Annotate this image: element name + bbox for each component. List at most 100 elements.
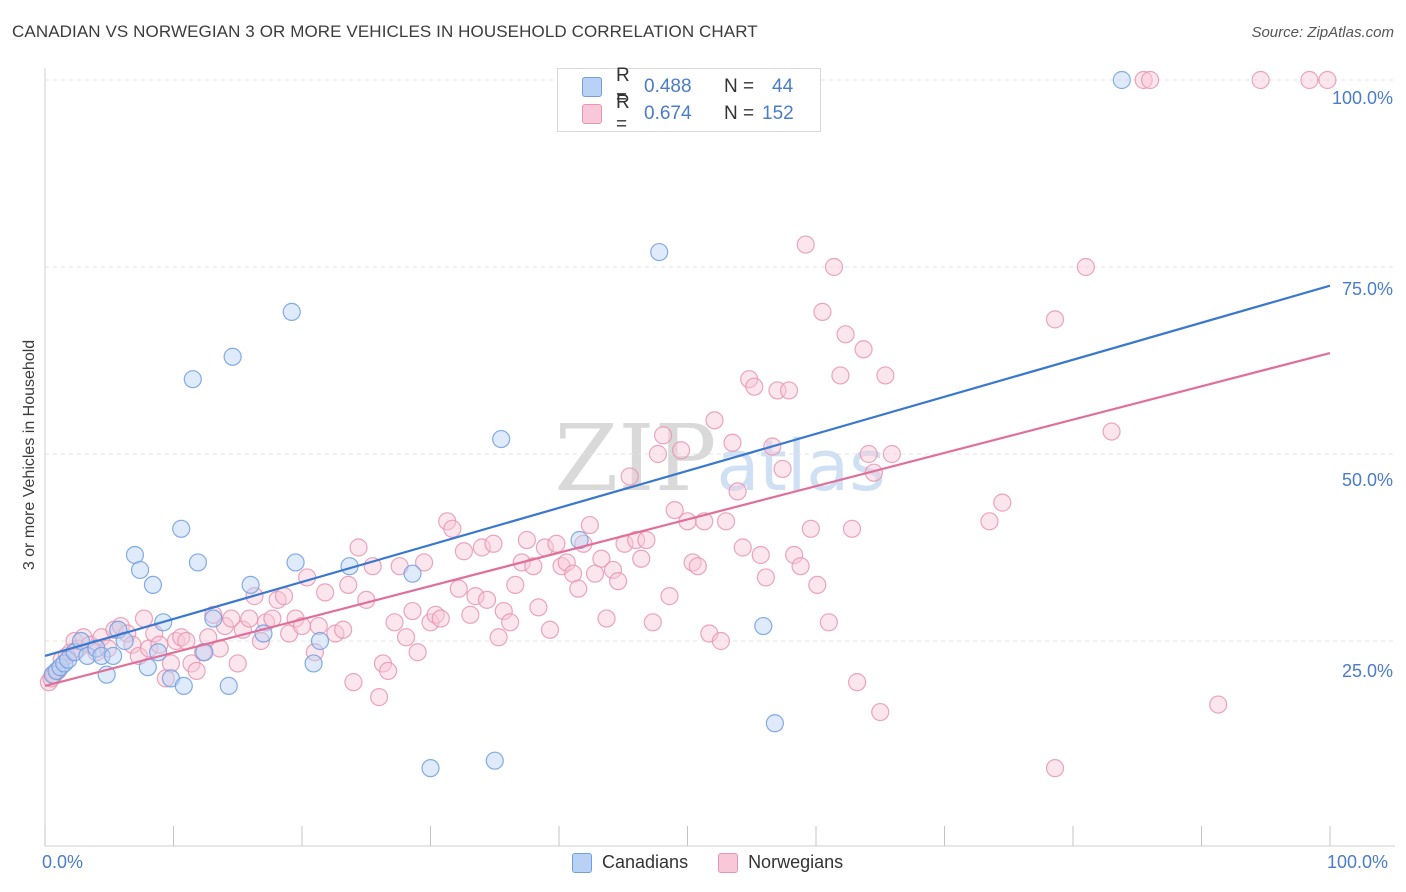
point-norwegians — [688, 557, 707, 576]
point-norwegians — [222, 609, 241, 628]
point-norwegians — [472, 538, 491, 557]
point-canadians — [485, 751, 504, 770]
point-norwegians — [187, 661, 206, 681]
legend-swatch-norwegians — [582, 104, 602, 124]
point-canadians — [650, 242, 669, 262]
point-canadians — [1112, 70, 1131, 90]
point-norwegians — [524, 557, 543, 576]
point-norwegians — [489, 628, 508, 647]
point-norwegians — [980, 512, 999, 531]
point-norwegians — [134, 609, 154, 628]
point-canadians — [286, 553, 305, 572]
point-norwegians — [808, 575, 827, 595]
point-norwegians — [824, 257, 844, 277]
point-norwegians — [756, 568, 775, 587]
point-norwegians — [801, 519, 820, 538]
point-norwegians — [773, 459, 792, 479]
point-norwegians — [751, 545, 770, 565]
point-norwegians — [597, 609, 616, 628]
point-canadians — [304, 654, 323, 673]
legend-swatch-canadians — [582, 77, 602, 97]
point-norwegians — [585, 564, 605, 583]
point-canadians — [172, 519, 191, 538]
point-canadians — [188, 553, 208, 572]
point-norwegians — [240, 609, 259, 628]
point-norwegians — [831, 366, 850, 385]
point-norwegians — [620, 467, 639, 486]
point-norwegians — [1102, 422, 1121, 441]
point-norwegians — [370, 687, 389, 707]
point-norwegians — [1045, 310, 1065, 329]
point-norwegians — [592, 549, 611, 568]
legend-n-label: N = — [724, 103, 755, 124]
point-norwegians — [1251, 70, 1270, 90]
point-norwegians — [1045, 759, 1065, 778]
point-norwegians — [1300, 70, 1319, 90]
point-norwegians — [378, 661, 398, 681]
source-label: Source: ZipAtlas.com — [1251, 24, 1394, 41]
legend-label-norwegians: Norwegians — [748, 852, 844, 872]
legend-swatch-norwegians — [718, 852, 739, 873]
point-norwegians — [431, 609, 450, 628]
point-norwegians — [643, 613, 662, 632]
point-norwegians — [1140, 70, 1160, 90]
point-norwegians — [161, 654, 181, 673]
y-tick-label: 75.0% — [1341, 279, 1393, 299]
point-norwegians — [705, 411, 724, 430]
point-norwegians — [745, 377, 764, 396]
legend-r-label: R = — [616, 92, 630, 135]
point-norwegians — [871, 702, 890, 722]
watermark: ZIPatlas — [554, 405, 885, 512]
legend-item-norwegians[interactable]: Norwegians — [718, 852, 843, 873]
point-canadians — [282, 302, 301, 321]
x-tick-label-max: 100.0% — [1327, 852, 1389, 872]
legend-row-norwegians: R = 0.674 N = 152 — [582, 92, 794, 135]
point-norwegians — [449, 579, 468, 598]
point-norwegians — [466, 587, 485, 606]
point-norwegians — [1209, 695, 1228, 714]
point-norwegians — [859, 444, 878, 464]
point-norwegians — [396, 628, 416, 647]
point-norwegians — [344, 673, 363, 692]
point-norwegians — [414, 553, 434, 572]
point-norwegians — [716, 512, 736, 531]
point-norwegians — [501, 613, 520, 632]
point-norwegians — [118, 624, 137, 643]
legend-r-label: R = — [616, 65, 630, 108]
point-norwegians — [626, 530, 646, 550]
point-canadians — [59, 650, 78, 669]
x-tick-label-min: 0.0% — [42, 852, 84, 872]
point-canadians — [765, 714, 784, 733]
point-canadians — [403, 564, 422, 583]
point-norwegians — [357, 590, 376, 609]
point-norwegians — [316, 583, 335, 602]
legend-swatch-canadians — [572, 852, 592, 873]
point-canadians — [223, 347, 242, 366]
legend-n-value: 44 — [772, 76, 794, 97]
point-norwegians — [836, 325, 855, 344]
point-norwegians — [882, 444, 901, 464]
point-norwegians — [517, 530, 536, 550]
point-norwegians — [842, 519, 862, 538]
legend-row-canadians: R = 0.488 N = 44 — [582, 65, 794, 108]
point-norwegians — [547, 534, 566, 553]
point-norwegians — [484, 534, 503, 553]
trendline-norwegians — [44, 351, 1331, 687]
point-norwegians — [603, 560, 623, 580]
point-norwegians — [569, 579, 588, 598]
point-canadians — [241, 575, 260, 595]
point-norwegians — [723, 433, 742, 452]
legend-item-canadians[interactable]: Canadians — [572, 852, 688, 873]
point-norwegians — [632, 549, 651, 568]
point-norwegians — [580, 515, 599, 535]
point-norwegians — [733, 538, 752, 557]
point-canadians — [421, 759, 440, 778]
point-norwegians — [779, 381, 799, 400]
correlation-legend: R = 0.488 N = 44 R = 0.674 N = 152 — [557, 65, 821, 135]
point-norwegians — [334, 620, 353, 639]
legend-n-label: N = — [724, 76, 755, 97]
point-norwegians — [637, 530, 656, 550]
point-norwegians — [477, 590, 497, 609]
point-canadians — [104, 646, 123, 666]
